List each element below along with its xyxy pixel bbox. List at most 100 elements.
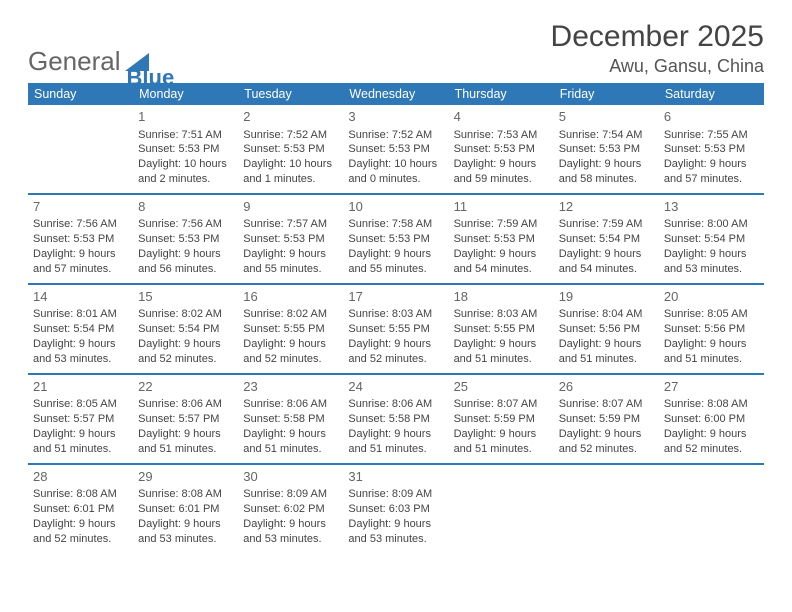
day-number: 29 bbox=[138, 468, 233, 486]
sunrise-line: Sunrise: 8:08 AM bbox=[33, 487, 128, 502]
sunrise-line: Sunrise: 7:56 AM bbox=[138, 217, 233, 232]
sunset-line: Sunset: 6:02 PM bbox=[243, 502, 338, 517]
dayname-4: Thursday bbox=[449, 83, 554, 105]
day-number: 27 bbox=[664, 378, 759, 396]
sunrise-line: Sunrise: 7:54 AM bbox=[559, 128, 654, 143]
daylight-line: Daylight: 10 hours and 2 minutes. bbox=[138, 157, 233, 187]
daylight-line: Daylight: 9 hours and 51 minutes. bbox=[138, 427, 233, 457]
day-number: 9 bbox=[243, 198, 338, 216]
day-cell: 23Sunrise: 8:06 AMSunset: 5:58 PMDayligh… bbox=[238, 374, 343, 464]
sunrise-line: Sunrise: 7:56 AM bbox=[33, 217, 128, 232]
dayname-6: Saturday bbox=[659, 83, 764, 105]
sunset-line: Sunset: 5:54 PM bbox=[138, 322, 233, 337]
day-cell: 10Sunrise: 7:58 AMSunset: 5:53 PMDayligh… bbox=[343, 194, 448, 284]
daylight-line: Daylight: 9 hours and 57 minutes. bbox=[33, 247, 128, 277]
sunrise-line: Sunrise: 8:05 AM bbox=[664, 307, 759, 322]
daylight-line: Daylight: 9 hours and 54 minutes. bbox=[559, 247, 654, 277]
sunset-line: Sunset: 5:56 PM bbox=[559, 322, 654, 337]
sunset-line: Sunset: 5:59 PM bbox=[559, 412, 654, 427]
day-number: 6 bbox=[664, 108, 759, 126]
day-cell bbox=[28, 105, 133, 194]
daylight-line: Daylight: 9 hours and 51 minutes. bbox=[664, 337, 759, 367]
sunset-line: Sunset: 6:03 PM bbox=[348, 502, 443, 517]
sunset-line: Sunset: 5:53 PM bbox=[243, 142, 338, 157]
day-number: 31 bbox=[348, 468, 443, 486]
daylight-line: Daylight: 9 hours and 51 minutes. bbox=[243, 427, 338, 457]
sunrise-line: Sunrise: 7:51 AM bbox=[138, 128, 233, 143]
sunrise-line: Sunrise: 8:02 AM bbox=[138, 307, 233, 322]
day-cell: 19Sunrise: 8:04 AMSunset: 5:56 PMDayligh… bbox=[554, 284, 659, 374]
day-cell: 29Sunrise: 8:08 AMSunset: 6:01 PMDayligh… bbox=[133, 464, 238, 553]
daylight-line: Daylight: 9 hours and 51 minutes. bbox=[33, 427, 128, 457]
sunset-line: Sunset: 5:53 PM bbox=[138, 142, 233, 157]
day-number: 19 bbox=[559, 288, 654, 306]
day-number: 7 bbox=[33, 198, 128, 216]
dayname-2: Tuesday bbox=[238, 83, 343, 105]
day-number: 12 bbox=[559, 198, 654, 216]
sunrise-line: Sunrise: 7:55 AM bbox=[664, 128, 759, 143]
daylight-line: Daylight: 9 hours and 53 minutes. bbox=[664, 247, 759, 277]
day-cell: 5Sunrise: 7:54 AMSunset: 5:53 PMDaylight… bbox=[554, 105, 659, 194]
day-cell: 8Sunrise: 7:56 AMSunset: 5:53 PMDaylight… bbox=[133, 194, 238, 284]
logo-text-1: General bbox=[28, 46, 121, 77]
sunset-line: Sunset: 5:54 PM bbox=[559, 232, 654, 247]
daylight-line: Daylight: 9 hours and 59 minutes. bbox=[454, 157, 549, 187]
day-number: 4 bbox=[454, 108, 549, 126]
sunrise-line: Sunrise: 7:52 AM bbox=[348, 128, 443, 143]
daylight-line: Daylight: 9 hours and 57 minutes. bbox=[664, 157, 759, 187]
day-cell: 24Sunrise: 8:06 AMSunset: 5:58 PMDayligh… bbox=[343, 374, 448, 464]
day-cell: 1Sunrise: 7:51 AMSunset: 5:53 PMDaylight… bbox=[133, 105, 238, 194]
daylight-line: Daylight: 9 hours and 52 minutes. bbox=[348, 337, 443, 367]
sunrise-line: Sunrise: 8:02 AM bbox=[243, 307, 338, 322]
daylight-line: Daylight: 9 hours and 55 minutes. bbox=[348, 247, 443, 277]
daylight-line: Daylight: 9 hours and 52 minutes. bbox=[138, 337, 233, 367]
daylight-line: Daylight: 9 hours and 53 minutes. bbox=[243, 517, 338, 547]
day-cell: 9Sunrise: 7:57 AMSunset: 5:53 PMDaylight… bbox=[238, 194, 343, 284]
day-cell: 22Sunrise: 8:06 AMSunset: 5:57 PMDayligh… bbox=[133, 374, 238, 464]
sunset-line: Sunset: 5:57 PM bbox=[138, 412, 233, 427]
sunrise-line: Sunrise: 8:07 AM bbox=[454, 397, 549, 412]
day-cell: 20Sunrise: 8:05 AMSunset: 5:56 PMDayligh… bbox=[659, 284, 764, 374]
sunset-line: Sunset: 5:57 PM bbox=[33, 412, 128, 427]
daylight-line: Daylight: 9 hours and 52 minutes. bbox=[559, 427, 654, 457]
sunrise-line: Sunrise: 8:08 AM bbox=[664, 397, 759, 412]
day-cell: 18Sunrise: 8:03 AMSunset: 5:55 PMDayligh… bbox=[449, 284, 554, 374]
sunset-line: Sunset: 5:53 PM bbox=[33, 232, 128, 247]
day-number: 8 bbox=[138, 198, 233, 216]
day-number: 30 bbox=[243, 468, 338, 486]
day-cell bbox=[449, 464, 554, 553]
sunset-line: Sunset: 6:01 PM bbox=[138, 502, 233, 517]
day-cell: 3Sunrise: 7:52 AMSunset: 5:53 PMDaylight… bbox=[343, 105, 448, 194]
daylight-line: Daylight: 9 hours and 51 minutes. bbox=[348, 427, 443, 457]
daylight-line: Daylight: 9 hours and 51 minutes. bbox=[559, 337, 654, 367]
sunset-line: Sunset: 5:54 PM bbox=[33, 322, 128, 337]
day-cell bbox=[659, 464, 764, 553]
logo-text-2: Blue bbox=[127, 65, 175, 91]
day-cell: 31Sunrise: 8:09 AMSunset: 6:03 PMDayligh… bbox=[343, 464, 448, 553]
day-number: 18 bbox=[454, 288, 549, 306]
day-number: 25 bbox=[454, 378, 549, 396]
day-cell: 16Sunrise: 8:02 AMSunset: 5:55 PMDayligh… bbox=[238, 284, 343, 374]
sunset-line: Sunset: 5:53 PM bbox=[559, 142, 654, 157]
sunrise-line: Sunrise: 8:04 AM bbox=[559, 307, 654, 322]
daylight-line: Daylight: 10 hours and 1 minutes. bbox=[243, 157, 338, 187]
day-cell: 21Sunrise: 8:05 AMSunset: 5:57 PMDayligh… bbox=[28, 374, 133, 464]
sunset-line: Sunset: 5:53 PM bbox=[454, 142, 549, 157]
sunset-line: Sunset: 5:53 PM bbox=[243, 232, 338, 247]
sunrise-line: Sunrise: 8:06 AM bbox=[243, 397, 338, 412]
day-cell: 17Sunrise: 8:03 AMSunset: 5:55 PMDayligh… bbox=[343, 284, 448, 374]
sunrise-line: Sunrise: 8:06 AM bbox=[348, 397, 443, 412]
day-number: 23 bbox=[243, 378, 338, 396]
day-cell: 26Sunrise: 8:07 AMSunset: 5:59 PMDayligh… bbox=[554, 374, 659, 464]
sunset-line: Sunset: 5:56 PM bbox=[664, 322, 759, 337]
day-number: 22 bbox=[138, 378, 233, 396]
day-number: 5 bbox=[559, 108, 654, 126]
daylight-line: Daylight: 9 hours and 51 minutes. bbox=[454, 337, 549, 367]
sunset-line: Sunset: 5:55 PM bbox=[454, 322, 549, 337]
logo: General Blue bbox=[28, 46, 198, 77]
sunset-line: Sunset: 5:55 PM bbox=[243, 322, 338, 337]
day-number: 21 bbox=[33, 378, 128, 396]
day-cell: 28Sunrise: 8:08 AMSunset: 6:01 PMDayligh… bbox=[28, 464, 133, 553]
day-number: 17 bbox=[348, 288, 443, 306]
dayname-0: Sunday bbox=[28, 83, 133, 105]
